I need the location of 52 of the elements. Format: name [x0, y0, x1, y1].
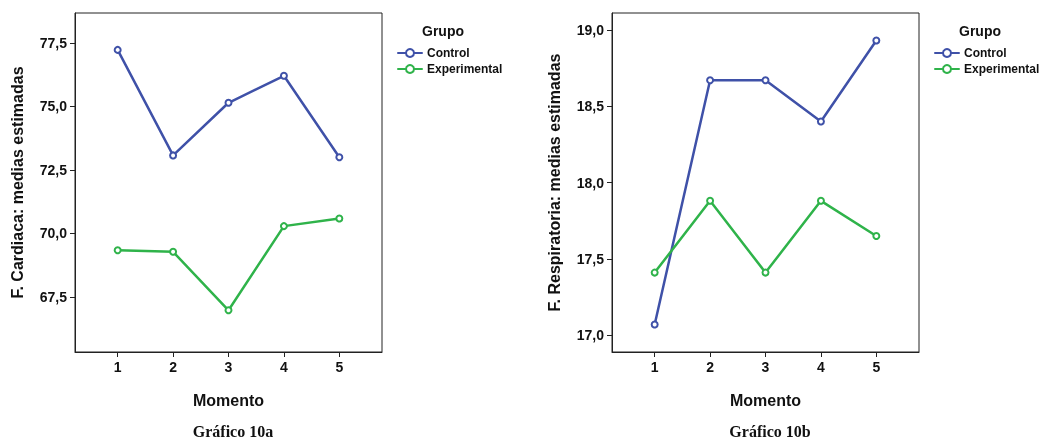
point	[279, 222, 288, 231]
legend-label: Control	[427, 46, 470, 60]
point	[761, 268, 770, 277]
point	[706, 76, 715, 85]
point	[761, 76, 770, 85]
x-tick-label: 2	[706, 359, 715, 375]
x-tick-label: 1	[113, 359, 122, 375]
x-tick-label: 5	[872, 359, 881, 375]
point	[169, 151, 178, 160]
point	[816, 117, 825, 126]
y-tick-label: 18,5	[576, 98, 605, 115]
y-axis-title: F. Respiratoria: medias estimadas	[545, 53, 563, 312]
x-tick-label: 4	[280, 359, 289, 375]
y-tick-label: 67,5	[39, 289, 68, 306]
point	[335, 153, 344, 162]
y-axis-title: F. Cardiaca: medias estimadas	[8, 66, 26, 299]
x-tick-label: 1	[650, 359, 659, 375]
x-axis-title: Momento	[729, 391, 802, 409]
point	[872, 36, 881, 45]
y-tick-label: 72,5	[39, 161, 68, 178]
point	[650, 320, 659, 329]
point	[650, 268, 659, 277]
point	[224, 98, 233, 107]
y-tick-label: 17,5	[576, 250, 605, 267]
x-tick-label: 2	[169, 359, 178, 375]
y-tick-label: 18,0	[576, 174, 605, 191]
legend-title: Grupo	[959, 23, 1001, 39]
point	[279, 71, 288, 80]
y-tick-label: 70,0	[39, 225, 68, 242]
point	[706, 196, 715, 205]
y-tick-label: 77,5	[39, 34, 68, 51]
point	[113, 246, 122, 255]
y-tick-label: 19,0	[576, 21, 605, 38]
point	[872, 231, 881, 240]
x-tick-label: 3	[224, 359, 233, 375]
y-tick-label: 17,0	[576, 327, 605, 344]
x-tick-label: 3	[761, 359, 770, 375]
point	[816, 196, 825, 205]
legend-title: Grupo	[422, 23, 464, 39]
legend-label: Experimental	[427, 62, 503, 76]
x-tick-label: 5	[335, 359, 344, 375]
point	[169, 247, 178, 256]
x-axis-title: Momento	[192, 391, 265, 409]
x-tick-label: 4	[817, 359, 826, 375]
point	[113, 45, 122, 54]
y-tick-label: 75,0	[39, 98, 68, 115]
text: Gráfico 10b	[729, 422, 811, 440]
legend-label: Control	[964, 46, 1007, 60]
legend-label: Experimental	[964, 62, 1040, 76]
point	[224, 306, 233, 315]
point	[335, 214, 344, 223]
text: Gráfico 10a	[192, 422, 274, 440]
